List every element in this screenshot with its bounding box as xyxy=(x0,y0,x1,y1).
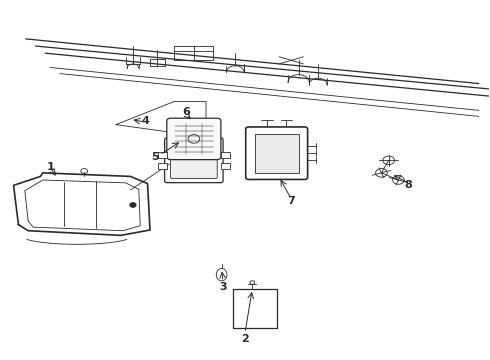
FancyBboxPatch shape xyxy=(167,118,221,159)
Text: 8: 8 xyxy=(404,180,412,190)
Circle shape xyxy=(130,203,136,207)
FancyBboxPatch shape xyxy=(255,134,299,173)
FancyBboxPatch shape xyxy=(245,127,308,180)
Text: 7: 7 xyxy=(288,197,295,206)
FancyBboxPatch shape xyxy=(165,138,223,183)
FancyBboxPatch shape xyxy=(221,152,230,158)
Text: 4: 4 xyxy=(141,116,149,126)
Text: 1: 1 xyxy=(46,162,54,172)
Text: 6: 6 xyxy=(183,107,191,117)
FancyBboxPatch shape xyxy=(158,152,167,158)
FancyBboxPatch shape xyxy=(221,163,230,168)
FancyBboxPatch shape xyxy=(171,142,217,179)
Text: 2: 2 xyxy=(241,334,249,344)
Text: 5: 5 xyxy=(151,152,159,162)
Text: 3: 3 xyxy=(219,282,227,292)
FancyBboxPatch shape xyxy=(158,163,167,168)
